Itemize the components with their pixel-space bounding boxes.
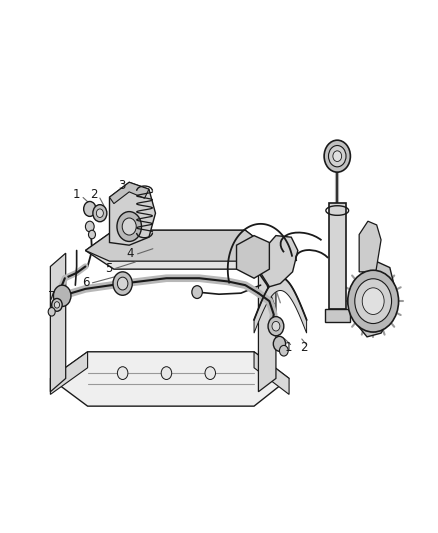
Circle shape xyxy=(205,367,215,379)
Circle shape xyxy=(117,277,128,290)
Circle shape xyxy=(85,221,94,232)
Polygon shape xyxy=(261,236,298,287)
Polygon shape xyxy=(50,253,66,392)
Circle shape xyxy=(333,151,342,161)
Circle shape xyxy=(117,212,141,241)
Polygon shape xyxy=(85,230,272,269)
Circle shape xyxy=(273,336,286,351)
Polygon shape xyxy=(258,253,276,392)
Text: 1: 1 xyxy=(73,188,81,201)
Circle shape xyxy=(54,302,60,308)
Text: 1: 1 xyxy=(284,341,292,354)
Text: 2: 2 xyxy=(90,188,98,201)
Text: 7: 7 xyxy=(48,290,56,303)
Polygon shape xyxy=(357,261,395,337)
Circle shape xyxy=(122,218,136,235)
Circle shape xyxy=(48,308,55,316)
Text: 2: 2 xyxy=(300,341,307,354)
Polygon shape xyxy=(359,221,381,272)
Text: 6: 6 xyxy=(81,276,89,289)
Polygon shape xyxy=(50,352,289,406)
Text: 4: 4 xyxy=(127,247,134,260)
Polygon shape xyxy=(110,182,149,204)
Polygon shape xyxy=(254,277,307,333)
Polygon shape xyxy=(50,352,88,394)
Text: 3: 3 xyxy=(118,179,125,192)
Circle shape xyxy=(96,209,103,217)
Circle shape xyxy=(348,270,399,332)
Circle shape xyxy=(279,345,288,356)
Polygon shape xyxy=(325,309,350,322)
Circle shape xyxy=(272,321,280,331)
Circle shape xyxy=(192,286,202,298)
Circle shape xyxy=(117,367,128,379)
Circle shape xyxy=(84,201,96,216)
Polygon shape xyxy=(237,236,269,278)
Polygon shape xyxy=(328,203,346,309)
Polygon shape xyxy=(110,182,155,245)
Circle shape xyxy=(93,205,107,222)
Circle shape xyxy=(88,230,95,239)
Circle shape xyxy=(161,367,172,379)
Circle shape xyxy=(362,288,384,314)
Polygon shape xyxy=(85,230,272,261)
Polygon shape xyxy=(254,352,289,394)
Circle shape xyxy=(52,298,62,311)
Circle shape xyxy=(113,272,132,295)
Circle shape xyxy=(268,317,284,336)
Circle shape xyxy=(324,140,350,172)
Circle shape xyxy=(328,146,346,167)
Circle shape xyxy=(355,279,392,324)
Text: 5: 5 xyxy=(105,262,112,274)
Circle shape xyxy=(53,285,71,306)
